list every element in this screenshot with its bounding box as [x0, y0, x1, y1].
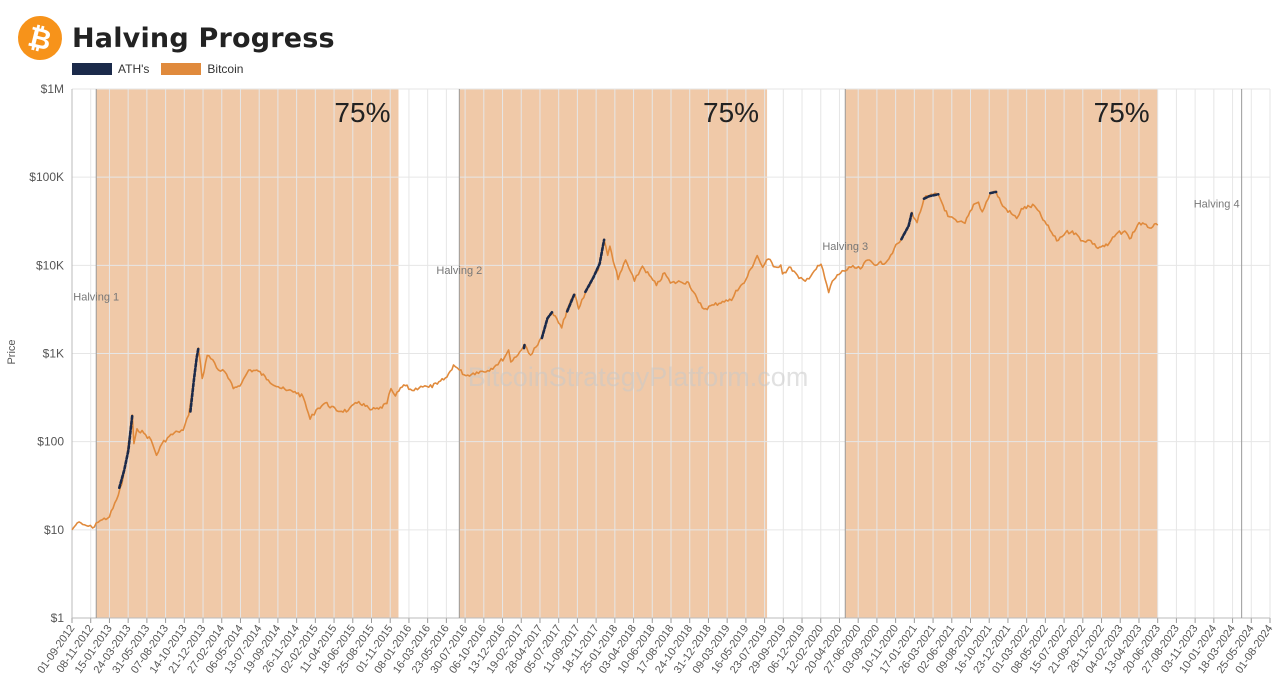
- chart-grid: [71, 88, 1271, 619]
- y-axis-label: Price: [6, 339, 18, 364]
- series-ath-segment-5: [565, 292, 576, 313]
- chart-series: [71, 190, 1159, 531]
- watermark-text: BitcoinStrategyPlatform.com: [468, 362, 809, 392]
- legend-label-aths: ATH's: [118, 62, 150, 76]
- series-ath-segment-9: [989, 190, 998, 195]
- series-ath-segment-4: [540, 310, 554, 340]
- series-ath-segment-1: [118, 413, 134, 490]
- y-tick-label: $10: [44, 523, 64, 537]
- watermark-layer: BitcoinStrategyPlatform.com: [468, 362, 809, 392]
- y-tick-label: $1M: [41, 82, 64, 96]
- legend-label-bitcoin: Bitcoin: [207, 62, 244, 76]
- chart-title: Halving Progress: [72, 22, 335, 54]
- halving-label-3: Halving 3: [822, 241, 868, 253]
- y-tick-label: $100: [37, 435, 64, 449]
- halving-markers: [95, 89, 1243, 618]
- legend-swatch-aths: [72, 63, 112, 75]
- series-ath-segment-2: [189, 346, 200, 413]
- series-ath-segment-6: [584, 238, 606, 294]
- y-tick-label: $1: [51, 611, 65, 625]
- y-tick-label: $1K: [43, 347, 64, 361]
- halving-label-4: Halving 4: [1194, 199, 1240, 211]
- y-tick-label: $100K: [29, 170, 64, 184]
- halving-label-2: Halving 2: [436, 265, 482, 277]
- legend-item-aths[interactable]: ATH's: [72, 62, 149, 76]
- band-percent-label-2: 75%: [703, 97, 759, 128]
- halving-label-1: Halving 1: [73, 291, 119, 303]
- legend-swatch-bitcoin: [161, 63, 202, 75]
- series-ath-segment-8: [922, 193, 940, 200]
- chart-axes: $1$10$100$1K$10K$100K$1M01-09-201208-11-…: [29, 82, 1275, 676]
- series-line-bitcoin: [71, 190, 1159, 531]
- chart-legend: ATH's Bitcoin: [72, 62, 255, 76]
- series-ath-segment-7: [900, 211, 914, 241]
- chart-labels: 75% 75% 75% Halving 1 Halving 2 Halving 3 Halv…: [73, 97, 1239, 303]
- legend-item-bitcoin[interactable]: Bitcoin: [161, 62, 243, 76]
- band-percent-label-1: 75%: [334, 97, 390, 128]
- band-percent-label-3: 75%: [1094, 97, 1150, 128]
- y-tick-label: $10K: [36, 258, 64, 272]
- chart-header: ₿ Halving Progress: [13, 11, 335, 65]
- series-ath-segment-3: [522, 343, 526, 350]
